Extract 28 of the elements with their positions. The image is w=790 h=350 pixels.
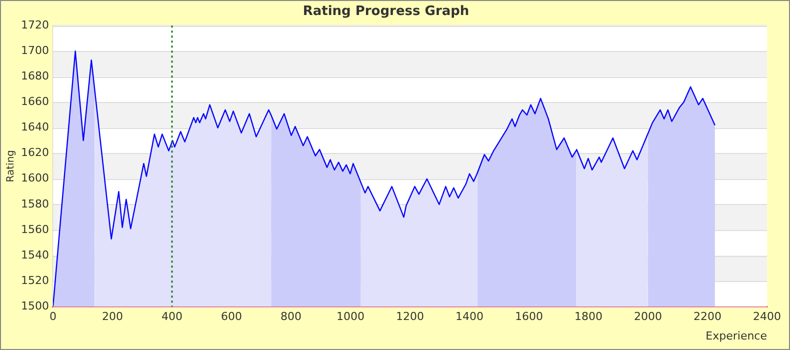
x-tick-label: 400: [161, 310, 182, 324]
x-tick-label: 200: [102, 310, 123, 324]
y-tick-label: 1600: [20, 172, 49, 185]
x-axis-title: Experience: [706, 329, 768, 342]
y-tick-label: 1700: [20, 44, 49, 58]
x-tick-label: 1600: [515, 310, 543, 324]
y-tick-label: 1640: [20, 120, 49, 134]
x-tick-label: 2400: [753, 310, 781, 324]
y-tick-label: 1580: [20, 197, 49, 210]
x-tick-label: 800: [280, 310, 302, 324]
x-tick-label: 1200: [396, 310, 424, 324]
y-tick-label: 1560: [20, 222, 49, 236]
y-tick-label: 1620: [20, 146, 49, 160]
x-tick-label: 0: [49, 310, 56, 324]
x-tick-label: 600: [220, 310, 242, 324]
x-tick-label: 2000: [634, 310, 662, 324]
chart-title: Rating Progress Graph: [302, 4, 470, 20]
y-axis-title: Rating: [6, 150, 17, 182]
x-tick-label: 2200: [694, 310, 722, 324]
y-tick-label: 1520: [20, 274, 49, 287]
x-tick-label: 1000: [336, 310, 364, 324]
x-tick-label: 1400: [456, 310, 484, 324]
y-tick-label: 1680: [20, 70, 49, 83]
y-tick-label: 1720: [20, 18, 49, 32]
y-tick-label: 1540: [20, 248, 49, 262]
x-tick-label: 1800: [574, 310, 602, 324]
y-tick-label: 1500: [20, 299, 49, 312]
y-tick-label: 1660: [20, 95, 49, 108]
